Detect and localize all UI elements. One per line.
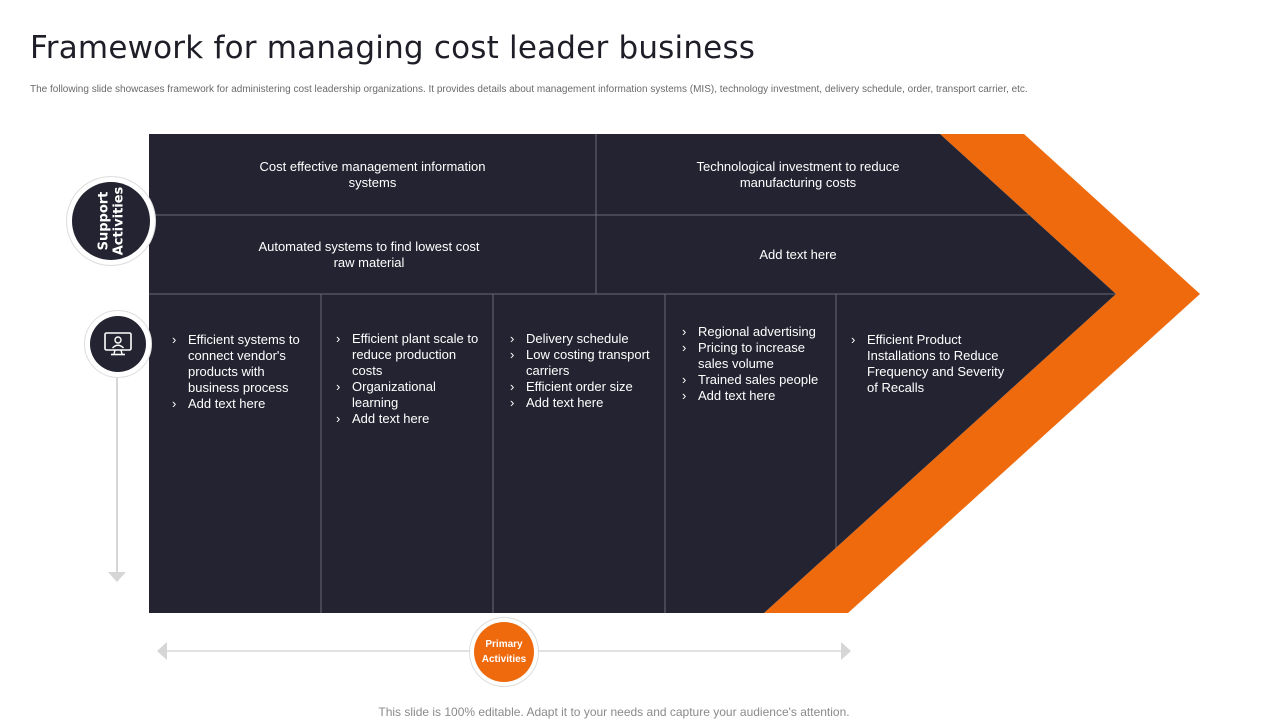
- orange-chevron: [764, 134, 1200, 613]
- page-title: Framework for managing cost leader busin…: [30, 30, 756, 66]
- vertical-arrow-head: [108, 572, 126, 582]
- support-cell-mis-line2: systems: [348, 174, 397, 190]
- primary-column-5: Efficient Product Installations to Reduc…: [849, 332, 1009, 396]
- list-item: Add text here: [334, 411, 484, 427]
- list-item: Add text here: [170, 396, 310, 412]
- support-cell-tech: Technological investment to reduce manufa…: [596, 134, 1000, 215]
- list-item: Organizational learning: [334, 379, 484, 411]
- support-label-line1: Support: [96, 191, 111, 251]
- primary-activities-badge: Primary Activities: [474, 622, 534, 682]
- list-item: Efficient Product Installations to Reduc…: [849, 332, 1009, 396]
- support-activities-badge: Support Activities: [72, 182, 150, 260]
- horizontal-arrow-right-head: [841, 642, 851, 660]
- list-item: Efficient systems to connect vendor's pr…: [170, 332, 310, 396]
- primary-column-2: Efficient plant scale to reduce producti…: [334, 331, 484, 427]
- support-cell-add-text: Add text here: [596, 215, 1000, 294]
- list-item: Efficient plant scale to reduce producti…: [334, 331, 484, 379]
- list-item: Trained sales people: [680, 372, 825, 388]
- primary-column-4: Regional advertising Pricing to increase…: [680, 324, 825, 404]
- support-label-line2: Activities: [111, 186, 126, 256]
- support-cell-mis-line1: Cost effective management information: [259, 158, 486, 174]
- list-item: Add text here: [508, 395, 658, 411]
- list-item: Pricing to increase sales volume: [680, 340, 825, 372]
- support-cell-automated-line1: Automated systems to find lowest cost: [258, 238, 480, 254]
- horizontal-arrow-left-head: [157, 642, 167, 660]
- list-item: Add text here: [680, 388, 825, 404]
- footer-note: This slide is 100% editable. Adapt it to…: [378, 705, 850, 719]
- support-cell-mis: Cost effective management information sys…: [149, 134, 596, 215]
- list-item: Low costing transport carriers: [508, 347, 658, 379]
- support-cell-automated-line2: raw material: [333, 254, 405, 270]
- support-cell-tech-line1: Technological investment to reduce: [696, 158, 900, 174]
- primary-label-line1: Primary: [485, 639, 523, 650]
- support-cell-tech-line2: manufacturing costs: [739, 174, 857, 190]
- monitor-badge: [90, 316, 146, 372]
- list-item: Delivery schedule: [508, 331, 658, 347]
- list-item: Regional advertising: [680, 324, 825, 340]
- primary-column-1: Efficient systems to connect vendor's pr…: [170, 332, 310, 412]
- monitor-user-icon: [104, 332, 132, 356]
- support-cell-add-text-line1: Add text here: [759, 246, 837, 262]
- page-subtitle: The following slide showcases framework …: [30, 84, 1028, 95]
- primary-label-line2: Activities: [481, 654, 527, 665]
- primary-column-3: Delivery schedule Low costing transport …: [508, 331, 658, 411]
- list-item: Efficient order size: [508, 379, 658, 395]
- support-cell-automated: Automated systems to find lowest cost raw…: [149, 215, 589, 294]
